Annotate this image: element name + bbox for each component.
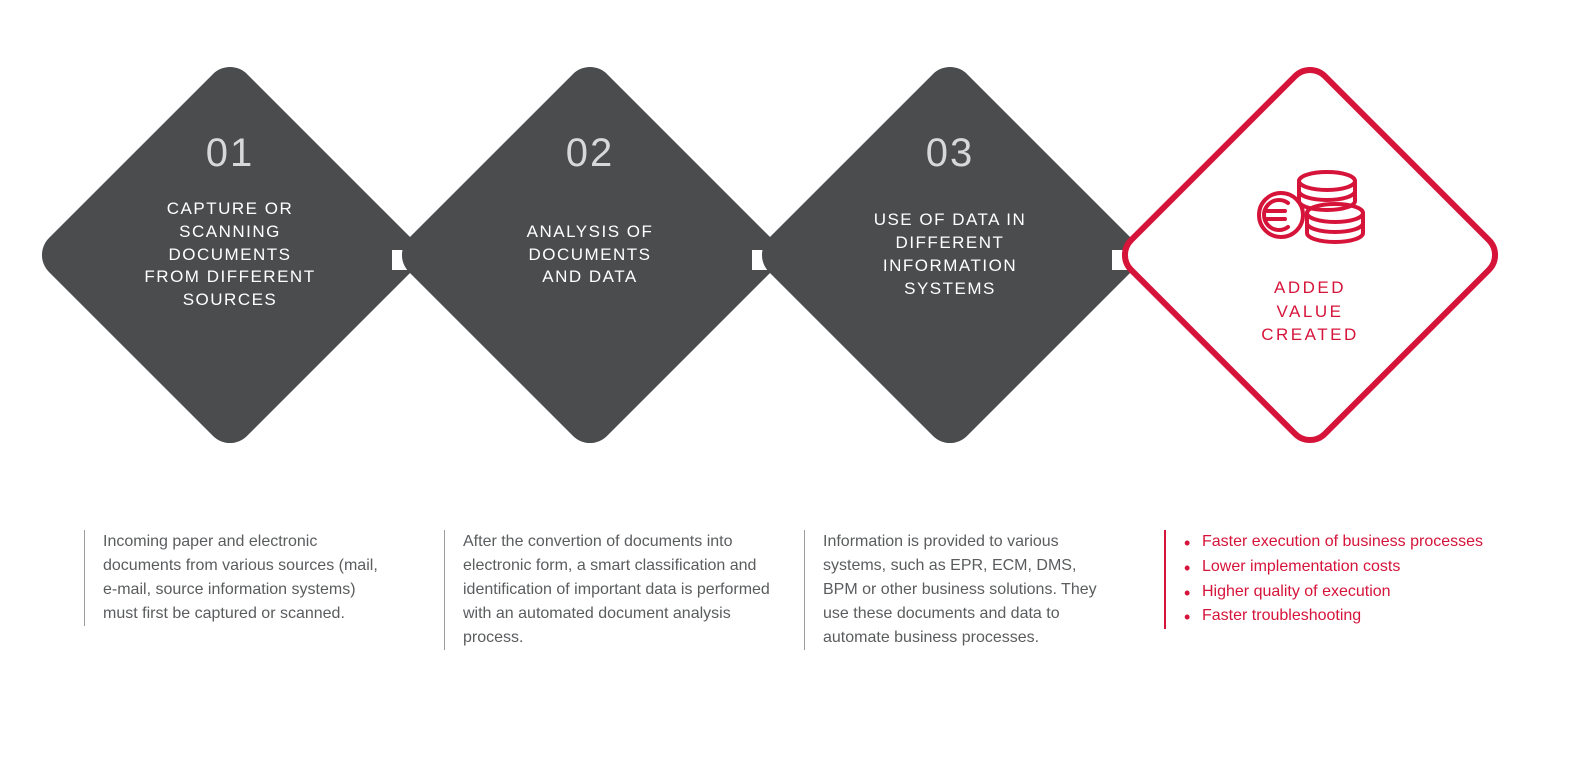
result-title: ADDED VALUE CREATED xyxy=(1261,276,1358,347)
result-bullets: Faster execution of business processes L… xyxy=(1164,530,1564,629)
result-bullet: Faster execution of business processes xyxy=(1184,530,1564,555)
step-3-number: 03 xyxy=(926,131,975,176)
step-2-title: ANALYSIS OF DOCUMENTS AND DATA xyxy=(527,221,654,290)
step-3-title: USE OF DATA IN DIFFERENT INFORMATION SYS… xyxy=(874,209,1027,301)
step-2-number: 02 xyxy=(566,131,615,176)
result-bullet: Higher quality of execution xyxy=(1184,580,1564,605)
step-1-description: Incoming paper and electronic documents … xyxy=(84,530,394,626)
result-bullet: Faster troubleshooting xyxy=(1184,604,1564,629)
step-2-description: After the convertion of documents into e… xyxy=(444,530,774,650)
step-1-number: 01 xyxy=(206,131,255,176)
step-3-content: 03 USE OF DATA IN DIFFERENT INFORMATION … xyxy=(810,115,1090,395)
step-3-description: Information is provided to various syste… xyxy=(804,530,1104,650)
result-content: ADDED VALUE CREATED xyxy=(1170,115,1450,395)
step-2-content: 02 ANALYSIS OF DOCUMENTS AND DATA xyxy=(450,115,730,395)
step-1-content: 01 CAPTURE OR SCANNING DOCUMENTS FROM DI… xyxy=(90,115,370,395)
euro-coins-icon xyxy=(1255,163,1365,258)
step-1-title: CAPTURE OR SCANNING DOCUMENTS FROM DIFFE… xyxy=(144,198,315,313)
result-bullet: Lower implementation costs xyxy=(1184,555,1564,580)
process-diagram: 01 CAPTURE OR SCANNING DOCUMENTS FROM DI… xyxy=(0,0,1591,764)
